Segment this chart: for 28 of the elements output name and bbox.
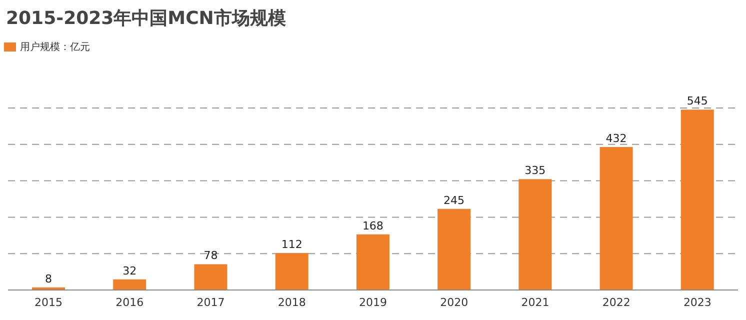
legend-label: 用户规模：亿元	[20, 42, 90, 53]
x-tick-label: 2023	[683, 296, 712, 309]
bar	[518, 179, 552, 290]
data-label: 112	[281, 238, 302, 251]
x-tick-label: 2022	[602, 296, 630, 309]
bar	[356, 234, 390, 290]
bar	[275, 252, 308, 290]
x-tick-label: 2016	[116, 296, 144, 309]
data-label: 545	[686, 94, 708, 108]
data-label: 32	[122, 264, 137, 278]
x-tick-label: 2021	[521, 296, 550, 309]
data-label: 8	[45, 272, 52, 286]
x-tick-label: 2015	[34, 296, 63, 309]
bar	[194, 264, 228, 290]
bar	[600, 147, 633, 290]
x-tick-label: 2017	[196, 296, 225, 309]
data-label: 168	[362, 219, 384, 232]
data-label: 432	[606, 132, 627, 146]
x-tick-label: 2019	[359, 296, 387, 309]
x-tick-label: 2018	[278, 296, 306, 309]
bar	[680, 110, 714, 290]
x-tick-label: 2020	[440, 296, 468, 309]
data-label: 245	[444, 194, 465, 207]
chart-title: 2015-2023年中国MCN市场规模	[6, 7, 286, 30]
bar	[438, 208, 471, 290]
data-label: 335	[524, 164, 546, 178]
bar	[113, 279, 146, 290]
data-label: 78	[204, 249, 218, 262]
